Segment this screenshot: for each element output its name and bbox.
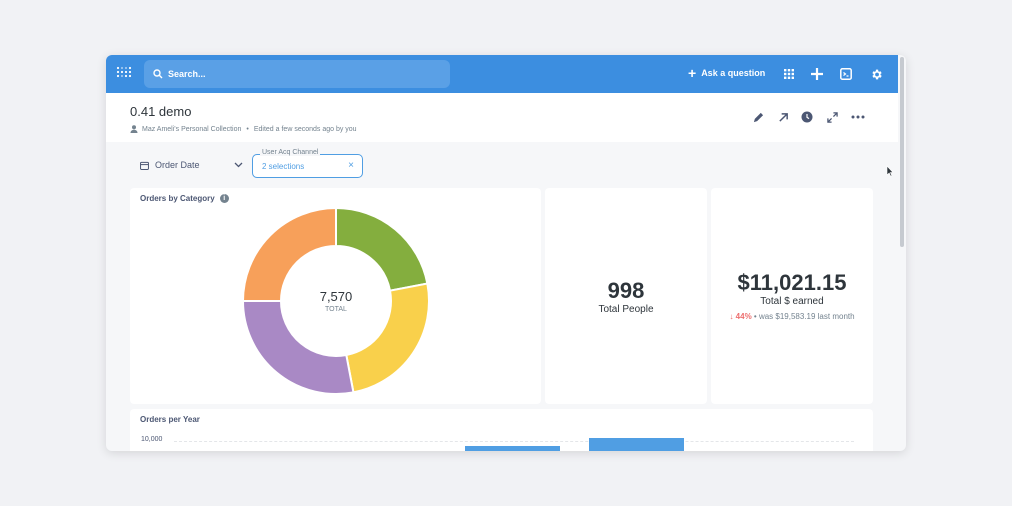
filter-bar: Order Date User Acq Channel 2 selections…: [106, 142, 898, 187]
gridline: [174, 441, 854, 442]
arrow-down-icon: ↓: [729, 312, 734, 321]
previous-value: • was $19,583.19 last month: [753, 312, 855, 321]
donut-slice-2[interactable]: [241, 300, 355, 395]
user-acq-channel-filter[interactable]: User Acq Channel 2 selections ×: [252, 149, 363, 178]
donut-slice-3[interactable]: [241, 206, 337, 302]
donut-slice-1[interactable]: [345, 282, 430, 394]
total-people-card[interactable]: 998 Total People: [545, 188, 707, 404]
total-earned-value: $11,021.15: [737, 270, 847, 295]
grid-icon[interactable]: [782, 67, 796, 81]
donut-chart: [241, 206, 430, 395]
donut-total-label: TOTAL: [325, 306, 347, 313]
terminal-icon[interactable]: [839, 67, 853, 81]
comparison-line: ↓ 44% • was $19,583.19 last month: [711, 312, 873, 321]
clock-icon[interactable]: [800, 110, 814, 124]
order-date-filter[interactable]: Order Date: [140, 160, 243, 170]
calendar-icon: [140, 161, 149, 170]
edited-text: Edited a few seconds ago by you: [253, 125, 357, 133]
total-people-label: Total People: [598, 304, 654, 315]
search-icon: [153, 69, 163, 79]
search-input[interactable]: Search...: [144, 60, 450, 88]
chevron-down-icon[interactable]: [234, 162, 243, 168]
info-icon[interactable]: i: [219, 194, 229, 203]
pencil-icon[interactable]: [751, 110, 765, 124]
dashboard-meta: Maz Ameli's Personal Collection • Edited…: [130, 125, 357, 133]
collection-link[interactable]: Maz Ameli's Personal Collection: [142, 125, 242, 133]
card-title: Orders per Year: [140, 415, 200, 424]
plus-icon[interactable]: [810, 67, 824, 81]
metabase-logo-icon[interactable]: [116, 66, 132, 80]
ask-question-button[interactable]: + Ask a question: [688, 65, 766, 81]
top-navbar: Search... + Ask a question: [106, 55, 898, 93]
browser-window: Search... + Ask a question 0.41 demo Ma: [106, 55, 906, 451]
plus-icon: +: [688, 65, 697, 81]
page-title: 0.41 demo: [130, 104, 192, 119]
bar: [589, 438, 684, 451]
donut-center: 7,570 TOTAL: [296, 289, 376, 313]
change-percent: 44%: [735, 312, 752, 321]
total-earned-card[interactable]: $11,021.15 Total $ earned ↓ 44% • was $1…: [711, 188, 873, 404]
bar: [465, 446, 560, 451]
dashboard-header: 0.41 demo Maz Ameli's Personal Collectio…: [106, 93, 898, 142]
donut-slice-0[interactable]: [335, 206, 429, 292]
y-axis-tick: 10,000: [141, 436, 163, 443]
orders-per-year-card[interactable]: Orders per Year 10,000: [130, 409, 873, 451]
mouse-cursor-icon: [886, 165, 894, 177]
fullscreen-icon[interactable]: [825, 110, 839, 124]
gear-icon[interactable]: [869, 67, 883, 81]
filter-legend: User Acq Channel: [260, 149, 321, 156]
total-earned-label: Total $ earned: [760, 296, 824, 307]
more-icon[interactable]: [851, 110, 865, 124]
ask-question-label: Ask a question: [701, 68, 766, 78]
order-date-label: Order Date: [155, 160, 200, 170]
scrollbar[interactable]: [900, 57, 904, 247]
search-placeholder: Search...: [168, 69, 206, 79]
person-icon: [130, 125, 138, 133]
card-title: Orders by Category i: [140, 194, 229, 203]
clear-filter-icon[interactable]: ×: [348, 160, 354, 171]
orders-by-category-card[interactable]: Orders by Category i 7,570 TOTAL: [130, 188, 541, 404]
share-arrow-icon[interactable]: [776, 110, 790, 124]
filter-value: 2 selections: [262, 162, 305, 171]
total-people-value: 998: [607, 278, 645, 303]
donut-total-value: 7,570: [319, 289, 353, 304]
